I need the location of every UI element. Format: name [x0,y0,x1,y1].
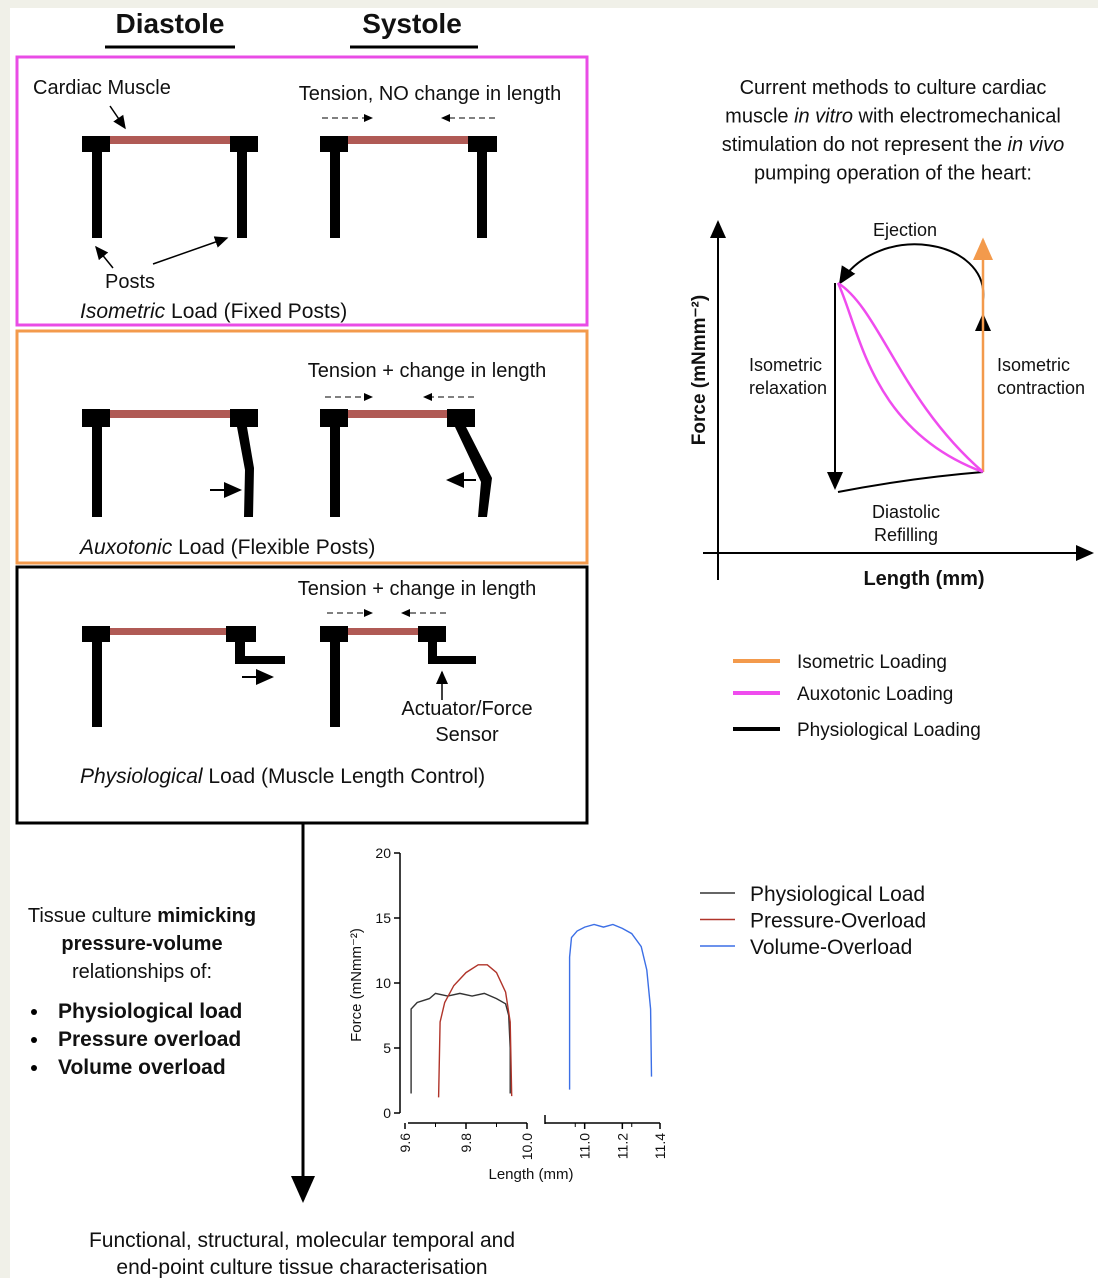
axis-label: Force (mNmm⁻²) [689,295,710,445]
label: Tension + change in length [298,578,537,600]
culture-part: relationships of: [72,961,212,983]
culture-part: pressure-volume [61,933,222,955]
label: Isometric [997,355,1070,375]
x-tick-label: 10.0 [519,1133,535,1160]
bullet [31,1065,37,1071]
description-part: pumping operation of the heart: [754,163,1032,185]
description-part: Current methods to culture cardiac [740,77,1047,99]
caption-text: Load (Muscle Length Control) [203,765,486,788]
description-part: with electromechanical [853,106,1061,128]
auxotonic-setup [82,409,492,517]
arrow [109,105,126,130]
physiological-setup [82,626,476,727]
arrow [152,236,229,265]
y-tick-label: 5 [383,1040,391,1056]
description-line: muscle in vitro with electromechanical [725,106,1061,128]
pv-legend: Isometric Loading Auxotonic Loading Physio… [733,652,981,741]
label: Ejection [873,220,937,240]
description-part: muscle [725,106,794,128]
y-tick-label: 20 [375,845,391,861]
list-item: Volume overload [58,1056,226,1079]
arrow [95,245,114,269]
y-tick-label: 10 [375,975,391,991]
series-line [410,992,511,1094]
panel-isometric [15,55,589,327]
legend-label: Physiological Loading [797,720,981,741]
axis-label: Force (mNmm⁻²) [348,928,365,1042]
y-tick-label: 0 [383,1105,391,1121]
header: Systole [362,8,462,39]
label: contraction [997,378,1085,398]
y-tick-label: 15 [375,910,391,926]
description-line: stimulation do not represent the in vivo [722,134,1064,156]
culture-line: relationships of: [72,961,212,983]
label: Refilling [874,525,938,545]
series-line [437,964,513,1098]
x-tick-label: 11.2 [614,1133,630,1159]
header: Diastole [116,8,225,39]
culture-text: Tissue culture mimicking pressure-volume r… [28,905,256,1079]
label: Cardiac Muscle [33,77,171,99]
series-line [568,923,653,1090]
list-item: Physiological load [58,1000,242,1023]
legend-label: Pressure-Overload [750,910,926,933]
caption-text: Load (Fixed Posts) [165,300,347,323]
culture-part: mimicking [157,905,256,927]
legend-label: Auxotonic Loading [797,684,953,705]
label: Actuator/Force [401,698,532,720]
list-item: Pressure overload [58,1028,241,1051]
caption-text: Load (Flexible Posts) [172,536,375,559]
label: Tension, NO change in length [299,83,561,105]
label: Tension + change in length [308,360,547,382]
bullet [31,1009,37,1015]
x-tick-label: 11.0 [577,1133,593,1159]
caption-italic: Isometric [80,300,166,323]
isometric-setup [82,136,497,238]
label: relaxation [749,378,827,398]
culture-line: Tissue culture mimicking [28,905,256,927]
caption: Physiological Load (Muscle Length Contro… [80,765,485,788]
x-tick-label: 9.8 [458,1133,474,1153]
legend-label: Volume-Overload [750,936,912,959]
caption-italic: Physiological [80,765,204,788]
x-tick-label: 11.4 [652,1133,668,1159]
legend-label: Physiological Load [750,883,925,906]
bullet [31,1037,37,1043]
chart: 0 5 10 15 20 9.6 9.8 10.0 11.0 11.2 11.4 Force (mNm… [348,845,926,1183]
culture-part: Tissue culture [28,905,157,927]
axis-label: Length (mm) [488,1166,573,1183]
description-line: pumping operation of the heart: [754,163,1032,185]
label: Posts [105,271,155,293]
pv-diagram [703,220,1094,580]
outcome: end-point culture tissue characterisatio… [116,1256,487,1278]
panel-auxotonic [15,329,589,565]
outcome: Functional, structural, molecular tempor… [89,1229,515,1252]
caption: Auxotonic Load (Flexible Posts) [78,536,375,559]
description-part: stimulation do not represent the [722,134,1008,156]
axis-label: Length (mm) [863,568,984,590]
background [10,8,1098,1278]
description-line: Current methods to culture cardiac [740,77,1047,99]
label: Diastolic [872,502,940,522]
description: Current methods to culture cardiac muscle… [722,77,1064,185]
description-part: in vitro [794,106,853,128]
caption-italic: Auxotonic [78,536,173,559]
culture-line: pressure-volume [61,933,222,955]
legend-label: Isometric Loading [797,652,947,673]
caption: Isometric Load (Fixed Posts) [80,300,347,323]
description-part: in vivo [1008,134,1065,156]
x-tick-label: 9.6 [397,1133,413,1153]
label: Sensor [435,724,499,746]
label: Isometric [749,355,822,375]
